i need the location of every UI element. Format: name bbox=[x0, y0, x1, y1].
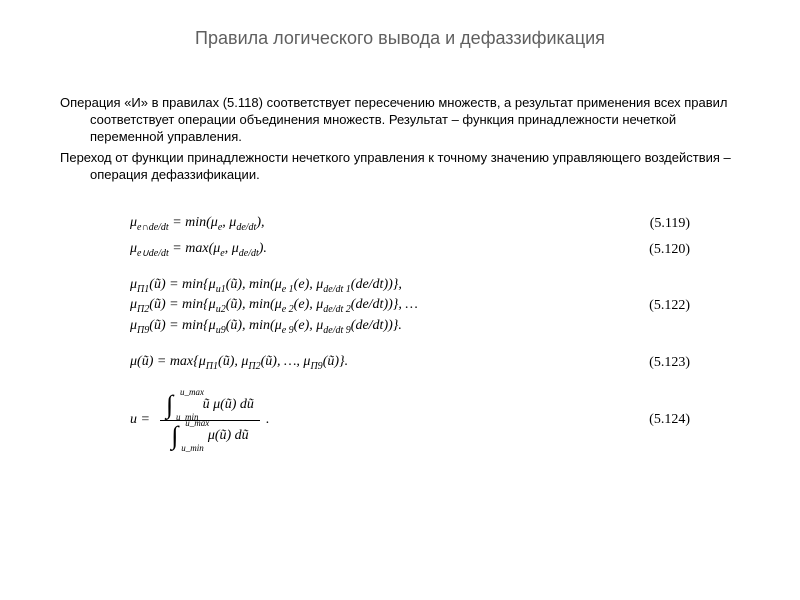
equation-number: (5.119) bbox=[620, 216, 690, 232]
paragraph-1: Операция «И» в правилах (5.118) соответс… bbox=[60, 95, 740, 146]
equation-text: μe∩de/dt = min(μe, μde/dt), bbox=[130, 215, 264, 233]
equation-text: μП1(ũ) = min{μu1(ũ), min(μe 1(e), μde/dt… bbox=[130, 277, 402, 295]
equation-5-122-line1: μП1(ũ) = min{μu1(ũ), min(μe 1(e), μde/dt… bbox=[130, 277, 690, 295]
equations-block: μe∩de/dt = min(μe, μde/dt), (5.119) μe∪d… bbox=[130, 215, 690, 451]
slide: Правила логического вывода и дефаззифика… bbox=[0, 0, 800, 600]
equation-text: μП2(ũ) = min{μu2(ũ), min(μe 2(e), μde/dt… bbox=[130, 297, 418, 315]
equation-number: (5.120) bbox=[619, 242, 690, 258]
slide-title: Правила логического вывода и дефаззифика… bbox=[0, 28, 800, 49]
equation-number: (5.123) bbox=[619, 355, 690, 371]
equation-text: μ(ũ) = max{μП1(ũ), μП2(ũ), …, μП9(ũ)}. bbox=[130, 354, 348, 372]
equation-5-120: μe∪de/dt = max(μe, μde/dt). (5.120) bbox=[130, 241, 690, 259]
equation-text: μe∪de/dt = max(μe, μde/dt). bbox=[130, 241, 267, 259]
body-text: Операция «И» в правилах (5.118) соответс… bbox=[60, 95, 740, 187]
equation-number: (5.124) bbox=[619, 412, 690, 428]
paragraph-2: Переход от функции принадлежности нечетк… bbox=[60, 150, 740, 184]
equation-5-119: μe∩de/dt = min(μe, μde/dt), (5.119) bbox=[130, 215, 690, 233]
equation-text: u = ∫u_maxu_min ũ μ(ũ) dũ ∫u_maxu_min μ(… bbox=[130, 390, 269, 451]
equation-5-122-line2: μП2(ũ) = min{μu2(ũ), min(μe 2(e), μde/dt… bbox=[130, 297, 690, 315]
equation-5-124: u = ∫u_maxu_min ũ μ(ũ) dũ ∫u_maxu_min μ(… bbox=[130, 390, 690, 451]
equation-text: μП9(ũ) = min{μu9(ũ), min(μe 9(e), μde/dt… bbox=[130, 318, 402, 336]
equation-5-123: μ(ũ) = max{μП1(ũ), μП2(ũ), …, μП9(ũ)}. (… bbox=[130, 354, 690, 372]
equation-number: (5.122) bbox=[619, 298, 690, 314]
equation-5-122-line3: μП9(ũ) = min{μu9(ũ), min(μe 9(e), μde/dt… bbox=[130, 318, 690, 336]
